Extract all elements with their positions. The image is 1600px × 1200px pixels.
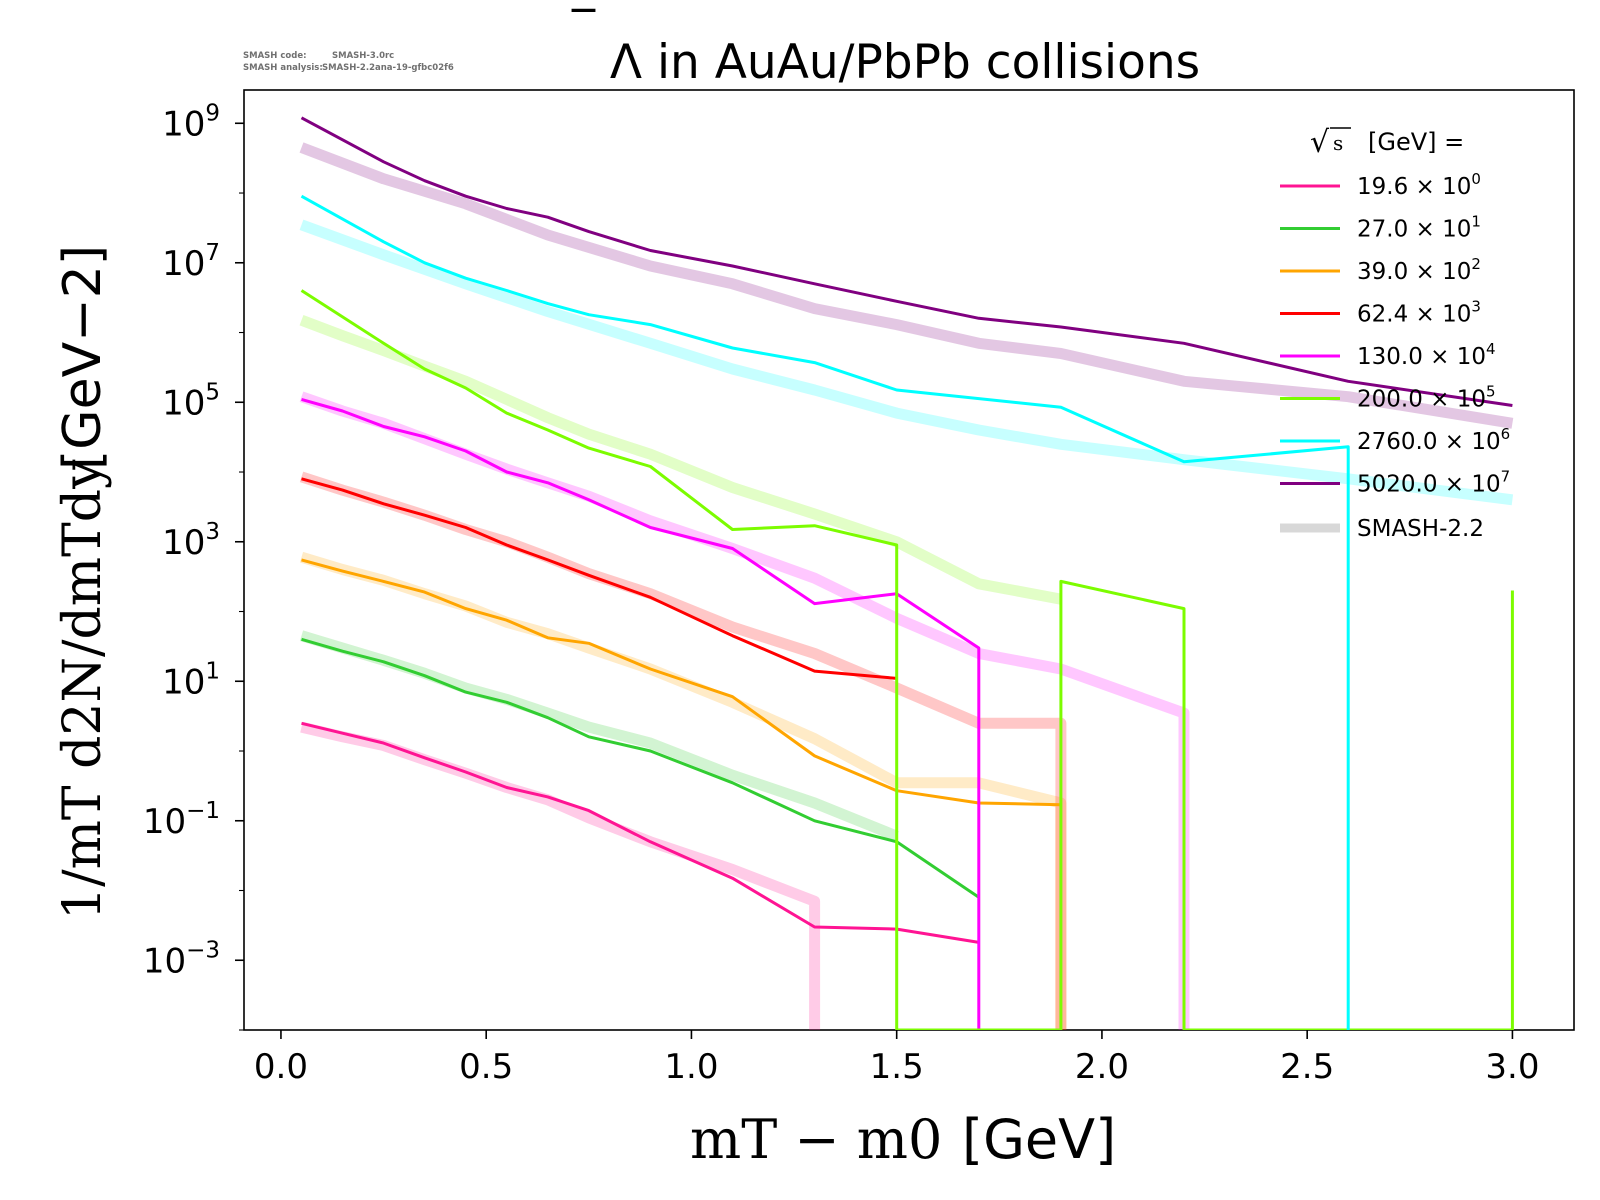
x-tick-label: 1.5 (870, 1047, 924, 1087)
x-tick-label: 0.5 (459, 1047, 513, 1087)
y-tick-label: 10−3 (143, 937, 220, 981)
model-curve-200.0 (299, 315, 1062, 605)
legend-label-200.0: 200.0 × 105 (1357, 383, 1496, 413)
data-curve-27.0 (301, 637, 980, 899)
watermark: SMASH code: SMASH-3.0rc SMASH analysis: … (243, 51, 454, 73)
legend-label-62.4: 62.4 × 103 (1357, 298, 1481, 328)
data-curve-2760.0 (300, 194, 1350, 1030)
x-axis-label-unit: [GeV] (962, 1108, 1116, 1171)
y-tick-label: 105 (162, 379, 220, 423)
data-curve-130.0 (301, 397, 981, 1030)
x-tick-label: 3.0 (1485, 1047, 1539, 1087)
y-axis: 109 107 105 103 101 10−1 10−3 (143, 100, 244, 1031)
x-tick-label: 2.5 (1280, 1047, 1334, 1087)
data-curves (300, 116, 1514, 1030)
y-tick-label: 107 (162, 240, 220, 284)
legend-label-19.6: 19.6 × 100 (1357, 170, 1481, 200)
plot-frame (243, 89, 1575, 1031)
watermark-analysis-value: SMASH-2.2ana-19-gfbc02f6 (322, 63, 454, 73)
watermark-code-value: SMASH-3.0rc (332, 51, 394, 61)
model-curve-5020.0 (299, 142, 1514, 429)
data-curve-39.0 (301, 558, 1061, 807)
y-axis-label: 1/mT d2N/dmTdy [GeV−2] (53, 245, 113, 920)
legend-label-27.0: 27.0 × 101 (1357, 213, 1481, 243)
x-axis-label: mT − m0 [GeV] (690, 1108, 1116, 1171)
x-tick-label: 2.0 (1075, 1047, 1129, 1087)
x-tick-label: 1.0 (664, 1047, 718, 1087)
model-curve-2760.0 (299, 219, 1514, 506)
legend-label-39.0: 39.0 × 102 (1357, 255, 1481, 285)
watermark-analysis-label: SMASH analysis: (243, 63, 323, 73)
legend-label-130.0: 130.0 × 104 (1357, 340, 1496, 370)
legend-label-2760.0: 2760.0 × 106 (1357, 425, 1510, 455)
y-tick-label: 103 (162, 519, 220, 563)
x-tick-label: 0.0 (254, 1047, 308, 1087)
chart-title-group: ‾ Λ in AuAu/PbPb collisions (571, 1, 1200, 90)
x-axis-label-math: mT − m0 (690, 1108, 942, 1171)
title-overbar: ‾ (571, 1, 596, 55)
y-axis-label-math: 1/mT d2N/dmTdy (53, 459, 113, 920)
data-curve-62.4 (301, 477, 897, 680)
x-axis: 0.0 0.5 1.0 1.5 2.0 2.5 3.0 (254, 1030, 1539, 1087)
model-curve-27.0 (299, 630, 899, 842)
data-curve-5020.0 (300, 116, 1513, 407)
chart-title: Λ in AuAu/PbPb collisions (610, 35, 1200, 90)
legend-title-var: s (1333, 131, 1343, 155)
y-tick-label: 109 (162, 100, 220, 144)
legend-title-rest: [GeV] = (1368, 128, 1464, 156)
y-axis-label-unit: [GeV−2] (53, 245, 113, 470)
y-tick-label: 10−1 (143, 798, 220, 842)
legend-label-5020.0: 5020.0 × 107 (1357, 468, 1510, 498)
watermark-code-label: SMASH code: (243, 51, 306, 61)
legend-entries: 19.6 × 100 27.0 × 101 39.0 × 102 62.4 × 103… (1280, 170, 1510, 498)
data-curve-19.6 (301, 721, 980, 944)
legend-sqrt-symbol: √ (1310, 125, 1330, 160)
legend: √ s [GeV] = 19.6 × 100 27.0 × 101 39.0 × 1… (1280, 125, 1510, 542)
data-curve-200.0 (300, 289, 1514, 1030)
y-tick-label: 101 (162, 658, 220, 702)
legend-model-label: SMASH-2.2 (1357, 516, 1484, 542)
